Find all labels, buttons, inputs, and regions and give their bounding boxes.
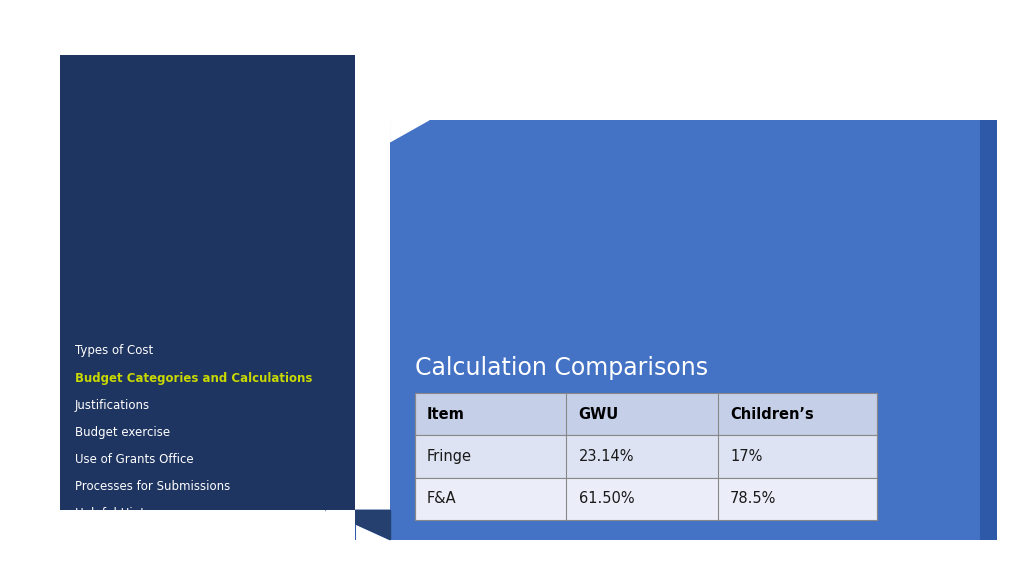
Text: Budget exercise: Budget exercise (75, 426, 170, 439)
Text: GWU: GWU (579, 407, 618, 422)
Bar (390, 120, 980, 540)
Polygon shape (326, 510, 390, 539)
Text: Helpful Hints: Helpful Hints (75, 507, 151, 520)
Polygon shape (390, 120, 429, 142)
Text: Children’s: Children’s (730, 407, 814, 422)
Text: Processes for Submissions: Processes for Submissions (75, 480, 230, 493)
Bar (415, 393, 877, 435)
Text: Use of Grants Office: Use of Grants Office (75, 453, 194, 466)
Text: 23.14%: 23.14% (579, 449, 634, 464)
Text: 61.50%: 61.50% (579, 491, 634, 506)
Bar (980, 120, 997, 540)
Bar (415, 478, 877, 520)
Bar (60, 55, 355, 510)
Text: F&A: F&A (427, 491, 457, 506)
Text: Justifications: Justifications (75, 399, 150, 412)
Text: Budget Categories and Calculations: Budget Categories and Calculations (75, 372, 312, 385)
Text: Item: Item (427, 407, 465, 422)
Text: Types of Cost: Types of Cost (75, 344, 153, 358)
Bar (390, 530, 997, 540)
Bar (326, 510, 355, 576)
Text: 17%: 17% (730, 449, 763, 464)
Bar (415, 435, 877, 478)
Text: Fringe: Fringe (427, 449, 472, 464)
Text: 78.5%: 78.5% (730, 491, 776, 506)
Text: Calculation Comparisons: Calculation Comparisons (415, 356, 708, 380)
Polygon shape (326, 510, 390, 540)
